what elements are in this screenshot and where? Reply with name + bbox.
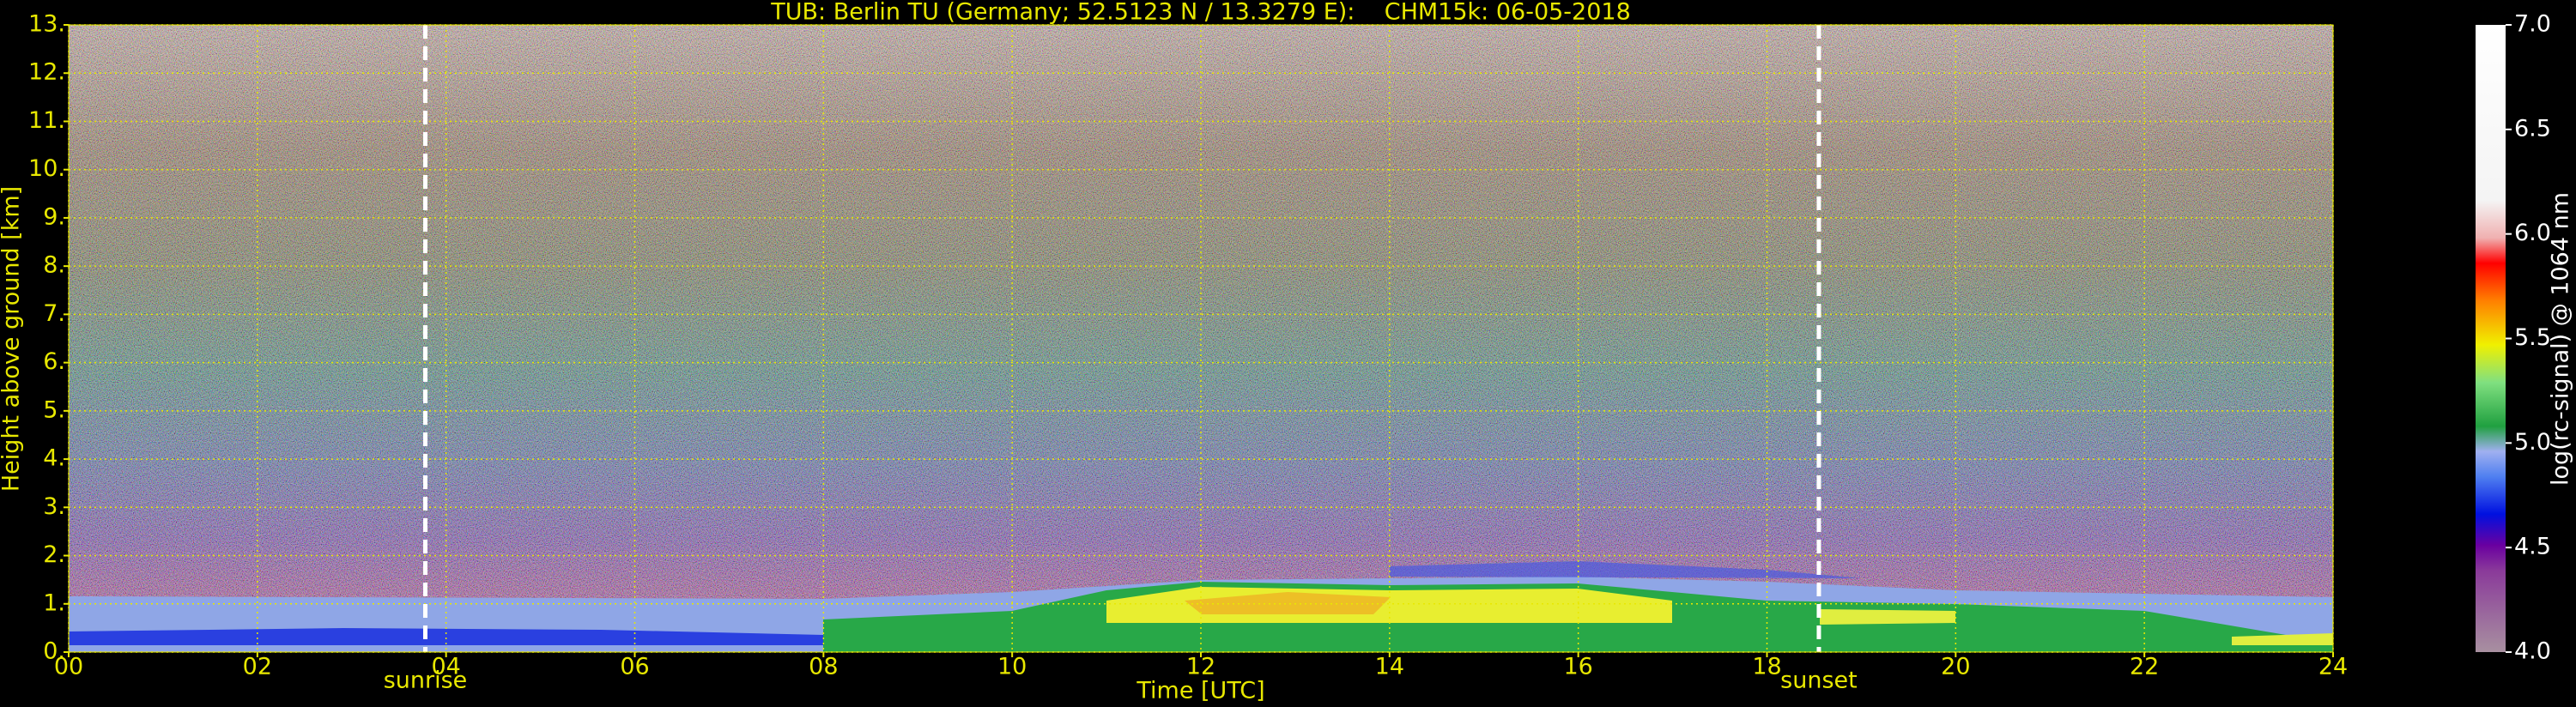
x-tick-label: 06 bbox=[620, 654, 649, 680]
colorbar-tick-label: 4.0 bbox=[2514, 638, 2551, 665]
aerosol-lid bbox=[1390, 561, 1861, 578]
y-tick-label: 11. bbox=[28, 107, 65, 134]
y-tick-label: 2. bbox=[43, 541, 65, 568]
y-tick-label: 8. bbox=[43, 252, 65, 279]
x-axis-label: Time [UTC] bbox=[1136, 678, 1264, 704]
aerosol-yellow-late bbox=[2232, 633, 2333, 645]
y-axis-label: Height above ground [km] bbox=[0, 186, 25, 492]
y-tick-label: 12. bbox=[28, 59, 65, 86]
y-tick-label: 4. bbox=[43, 445, 65, 472]
x-tick-label: 22 bbox=[2130, 654, 2159, 680]
x-tick-label: 24 bbox=[2318, 654, 2348, 680]
colorbar-tick-label: 5.5 bbox=[2514, 324, 2551, 351]
colorbar bbox=[2476, 25, 2506, 652]
y-tick-label: 7. bbox=[43, 300, 65, 327]
colorbar-tick-label: 6.0 bbox=[2514, 220, 2551, 246]
chart-title: TUB: Berlin TU (Germany; 52.5123 N / 13.… bbox=[770, 0, 1631, 26]
plot-frame bbox=[68, 24, 2334, 653]
y-tick-label: 9. bbox=[43, 203, 65, 230]
aerosol-yellow-evening bbox=[1820, 609, 1955, 625]
colorbar-tick-label: 6.5 bbox=[2514, 115, 2551, 142]
x-tick-label: 08 bbox=[809, 654, 838, 680]
colorbar-tick-label: 7.0 bbox=[2514, 11, 2551, 38]
y-tick-label: 6. bbox=[43, 348, 65, 375]
annotation-label: sunrise bbox=[384, 668, 468, 694]
y-tick-label: 5. bbox=[43, 396, 65, 423]
colorbar-tick-label: 5.0 bbox=[2514, 429, 2551, 456]
x-tick-label: 04 bbox=[431, 654, 460, 680]
x-tick-label: 00 bbox=[54, 654, 83, 680]
colorbar-tick-label: 4.5 bbox=[2514, 534, 2551, 560]
x-tick-label: 18 bbox=[1752, 654, 1781, 680]
x-tick-label: 14 bbox=[1375, 654, 1404, 680]
annotation-label: sunset bbox=[1780, 668, 1858, 694]
aerosol-orange bbox=[1185, 592, 1391, 614]
x-tick-label: 16 bbox=[1563, 654, 1592, 680]
x-tick-label: 10 bbox=[997, 654, 1027, 680]
y-tick-label: 13. bbox=[28, 11, 65, 38]
x-tick-label: 02 bbox=[243, 654, 272, 680]
y-tick-label: 3. bbox=[43, 493, 65, 520]
colorbar-label: log(rc-signal) @ 1064 nm bbox=[2548, 192, 2574, 486]
x-tick-label: 20 bbox=[1941, 654, 1970, 680]
y-tick-label: 0. bbox=[43, 638, 65, 665]
x-tick-label: 12 bbox=[1186, 654, 1215, 680]
y-tick-label: 10. bbox=[28, 155, 65, 182]
y-tick-label: 1. bbox=[43, 589, 65, 616]
